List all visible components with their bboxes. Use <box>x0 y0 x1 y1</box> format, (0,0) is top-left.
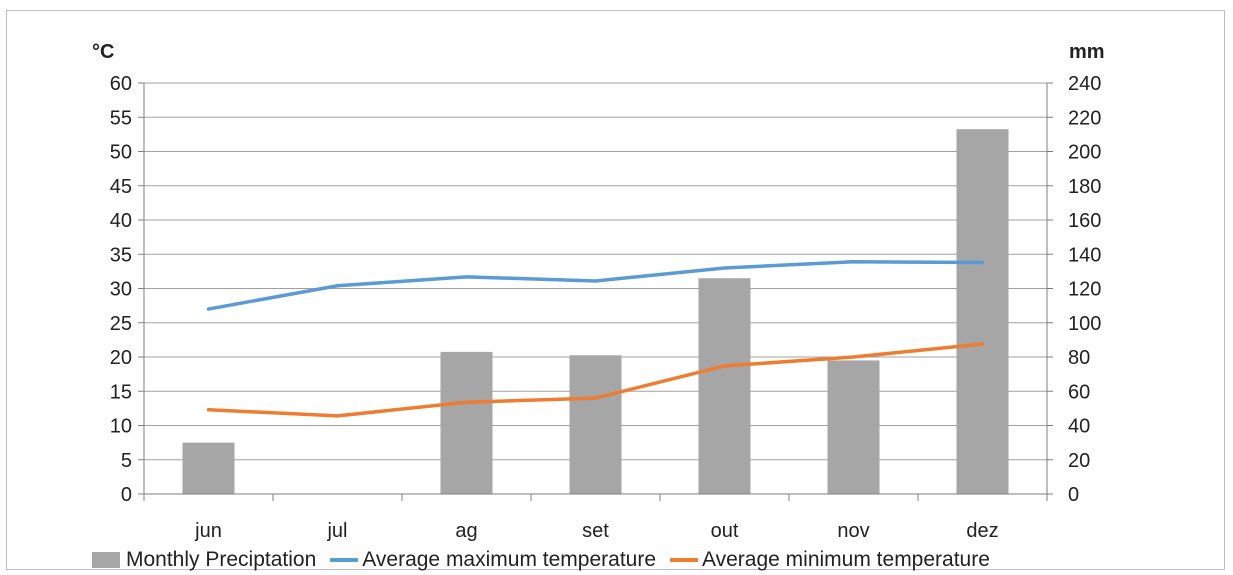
left-tick-label: 45 <box>110 176 132 198</box>
right-tick-label: 20 <box>1068 450 1090 472</box>
max-temperature-line <box>206 260 985 311</box>
x-tick-label: jul <box>326 520 347 542</box>
legend-item-max-temp: Average maximum temperature <box>330 548 656 572</box>
right-tick-label: 140 <box>1068 244 1101 266</box>
x-tick-label: jun <box>194 520 222 542</box>
left-tick-label: 10 <box>110 416 132 438</box>
precipitation-bar <box>440 351 493 494</box>
x-tick-label: nov <box>837 520 869 542</box>
legend-label-max-temp: Average maximum temperature <box>362 548 656 571</box>
right-tick-label: 180 <box>1068 176 1101 198</box>
right-tick-label: 240 <box>1068 73 1101 95</box>
legend-swatch-precipitation <box>92 552 120 568</box>
right-tick-label: 160 <box>1068 210 1101 232</box>
left-tick-label: 50 <box>110 142 132 164</box>
left-tick-label: 55 <box>110 107 132 129</box>
legend-swatch-min-temp <box>670 558 698 562</box>
legend-swatch-max-temp <box>330 558 359 562</box>
left-tick-label: 0 <box>121 484 132 506</box>
legend-item-precipitation: Monthly Preciptation <box>92 548 316 572</box>
precipitation-bar <box>956 129 1009 495</box>
precipitation-bar <box>827 360 880 494</box>
right-axis-unit: mm <box>1069 41 1105 63</box>
left-tick-label: 25 <box>110 313 132 335</box>
right-tick-label: 40 <box>1068 416 1090 438</box>
right-tick-label: 60 <box>1068 381 1090 403</box>
chart-legend: Monthly Preciptation Average maximum tem… <box>92 545 1004 575</box>
legend-label-precipitation: Monthly Preciptation <box>126 548 317 571</box>
legend-label-min-temp: Average minimum temperature <box>702 548 990 571</box>
precipitation-bar <box>182 442 235 494</box>
x-tick-label: out <box>711 520 739 542</box>
x-tick-label: dez <box>966 520 998 542</box>
legend-item-min-temp: Average minimum temperature <box>670 548 990 572</box>
min-temperature-line <box>206 342 985 418</box>
temperature-lines <box>206 260 985 418</box>
right-tick-label: 120 <box>1068 279 1101 301</box>
left-tick-label: 60 <box>110 73 132 95</box>
right-tick-label: 220 <box>1068 107 1101 129</box>
gridlines <box>144 82 1047 461</box>
right-tick-label: 100 <box>1068 313 1101 335</box>
right-tick-label: 0 <box>1068 484 1079 506</box>
precipitation-bar <box>569 355 622 494</box>
precipitation-bar <box>698 278 751 494</box>
precipitation-bars <box>182 129 1009 495</box>
left-axis-unit: °C <box>92 41 114 63</box>
right-tick-label: 80 <box>1068 347 1090 369</box>
left-tick-label: 5 <box>121 450 132 472</box>
left-tick-label: 40 <box>110 210 132 232</box>
left-tick-label: 20 <box>110 347 132 369</box>
left-tick-label: 30 <box>110 279 132 301</box>
right-tick-label: 200 <box>1068 142 1101 164</box>
left-tick-label: 35 <box>110 244 132 266</box>
x-tick-label: ag <box>455 520 477 542</box>
x-tick-label: set <box>582 520 609 542</box>
axes: 0 5 10 15 20 25 30 35 40 45 50 55 60 0 20 40 60 80 100 120 1… <box>110 73 1102 542</box>
left-tick-label: 15 <box>110 381 132 403</box>
